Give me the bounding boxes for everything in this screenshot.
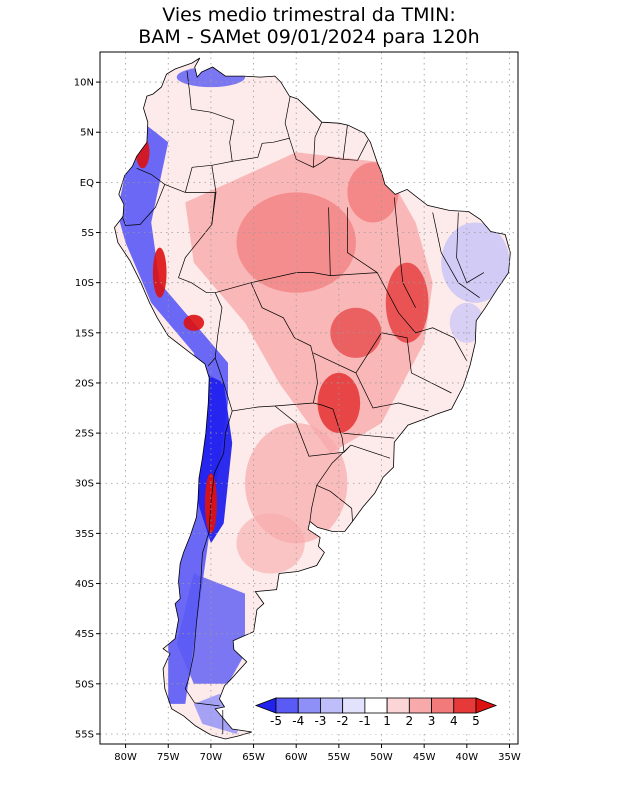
map-title-line-2: BAM - SAMet 09/01/2024 para 120h: [138, 26, 480, 48]
plot-frame: [99, 51, 519, 745]
border-line: [232, 96, 291, 162]
border-line: [355, 332, 452, 394]
border-line: [393, 197, 416, 308]
bias-region: [236, 192, 356, 293]
colorbar-label: 2: [406, 714, 414, 728]
bias-region: [117, 122, 228, 704]
colorbar-max-arrow: [475, 697, 498, 714]
border-line: [250, 272, 468, 362]
lon-tick-label: 40W: [456, 752, 479, 763]
border-line: [350, 444, 391, 459]
colorbar-box: [297, 697, 321, 714]
colorbar-label: 4: [450, 714, 458, 728]
colorbar-label: -5: [270, 714, 282, 728]
colorbar-label: 5: [472, 714, 480, 728]
border-line: [214, 282, 318, 412]
lon-tick-label: 55W: [328, 752, 351, 763]
lat-tick-label: 10N: [74, 78, 94, 89]
lat-tick-label: 15S: [75, 328, 94, 339]
bias-region: [176, 573, 245, 684]
lat-tick-label: 50S: [75, 679, 94, 690]
colorbar-label: 3: [428, 714, 436, 728]
lat-lon-grid: [100, 52, 518, 744]
border-line: [328, 207, 331, 276]
colorbar-box: [320, 697, 344, 714]
lat-tick-label: 55S: [75, 729, 94, 740]
lat-tick-label: 5N: [80, 128, 94, 139]
lat-tick-label: 35S: [75, 529, 94, 540]
colorbar-box: [342, 697, 366, 714]
lon-tick-label: 50W: [370, 752, 393, 763]
border-line: [456, 212, 485, 284]
lat-tick-label: 5S: [81, 228, 94, 239]
border-line: [309, 485, 318, 522]
lat-tick-label: 10S: [75, 278, 94, 289]
bias-region: [245, 423, 348, 544]
bias-region: [183, 314, 205, 331]
lon-tick-label: 45W: [413, 752, 436, 763]
colorbar-label: 1: [383, 714, 391, 728]
bias-region: [330, 307, 382, 358]
lon-tick-label: 60W: [285, 752, 308, 763]
colorbar-box: [453, 697, 477, 714]
latitude-axis: 10N 5N EQ 5S 10S 15S 20S 25S 30S 35S 40S 45S 50S 55S: [74, 78, 100, 740]
lon-tick-label: 35W: [498, 752, 521, 763]
lat-tick-label: 30S: [75, 479, 94, 490]
border-line: [136, 167, 186, 193]
lat-tick-label: 45S: [75, 629, 94, 640]
colorbar-box: [408, 697, 432, 714]
coastline: [114, 57, 511, 740]
longitude-axis: 80W 75W 70W 65W 60W 55W 50W 45W 40W 35W: [114, 744, 521, 763]
border-line: [313, 352, 429, 412]
colorbar-label: -1: [359, 714, 371, 728]
lon-tick-label: 70W: [200, 752, 223, 763]
lon-tick-label: 75W: [157, 752, 180, 763]
border-line: [347, 207, 378, 273]
bias-region: [152, 247, 167, 298]
lat-tick-label: 20S: [75, 378, 94, 389]
colorbar-label: -3: [314, 714, 326, 728]
colorbar-box: [386, 697, 410, 714]
colorbar-box: [364, 697, 388, 714]
bias-region: [317, 372, 361, 434]
bias-region: [236, 513, 305, 574]
lat-tick-label: 40S: [75, 579, 94, 590]
bias-shading: [117, 67, 510, 734]
border-line: [184, 71, 235, 193]
colorbar-label: -2: [337, 714, 349, 728]
border-line: [274, 402, 345, 457]
lat-tick-label: 25S: [75, 429, 94, 440]
bias-region: [185, 362, 233, 544]
border-line: [289, 138, 369, 168]
country-borders: [121, 71, 485, 734]
border-line: [184, 410, 233, 707]
map-title-line-1: Vies medio trimestral da TMIN:: [162, 4, 456, 26]
border-line: [211, 165, 217, 225]
bias-region: [385, 262, 429, 343]
border-line: [342, 432, 395, 439]
border-line: [312, 122, 323, 168]
border-line: [121, 184, 166, 226]
lat-tick-label: EQ: [80, 178, 94, 189]
colorbar-label: -4: [292, 714, 304, 728]
lon-tick-label: 65W: [242, 752, 265, 763]
lon-tick-label: 80W: [114, 752, 137, 763]
colorbar: -5 -4 -3 -2 -1 1 2 3 4 5: [254, 694, 507, 734]
colorbar-box: [431, 697, 455, 714]
border-line: [342, 125, 348, 160]
colorbar-box: [275, 697, 299, 714]
